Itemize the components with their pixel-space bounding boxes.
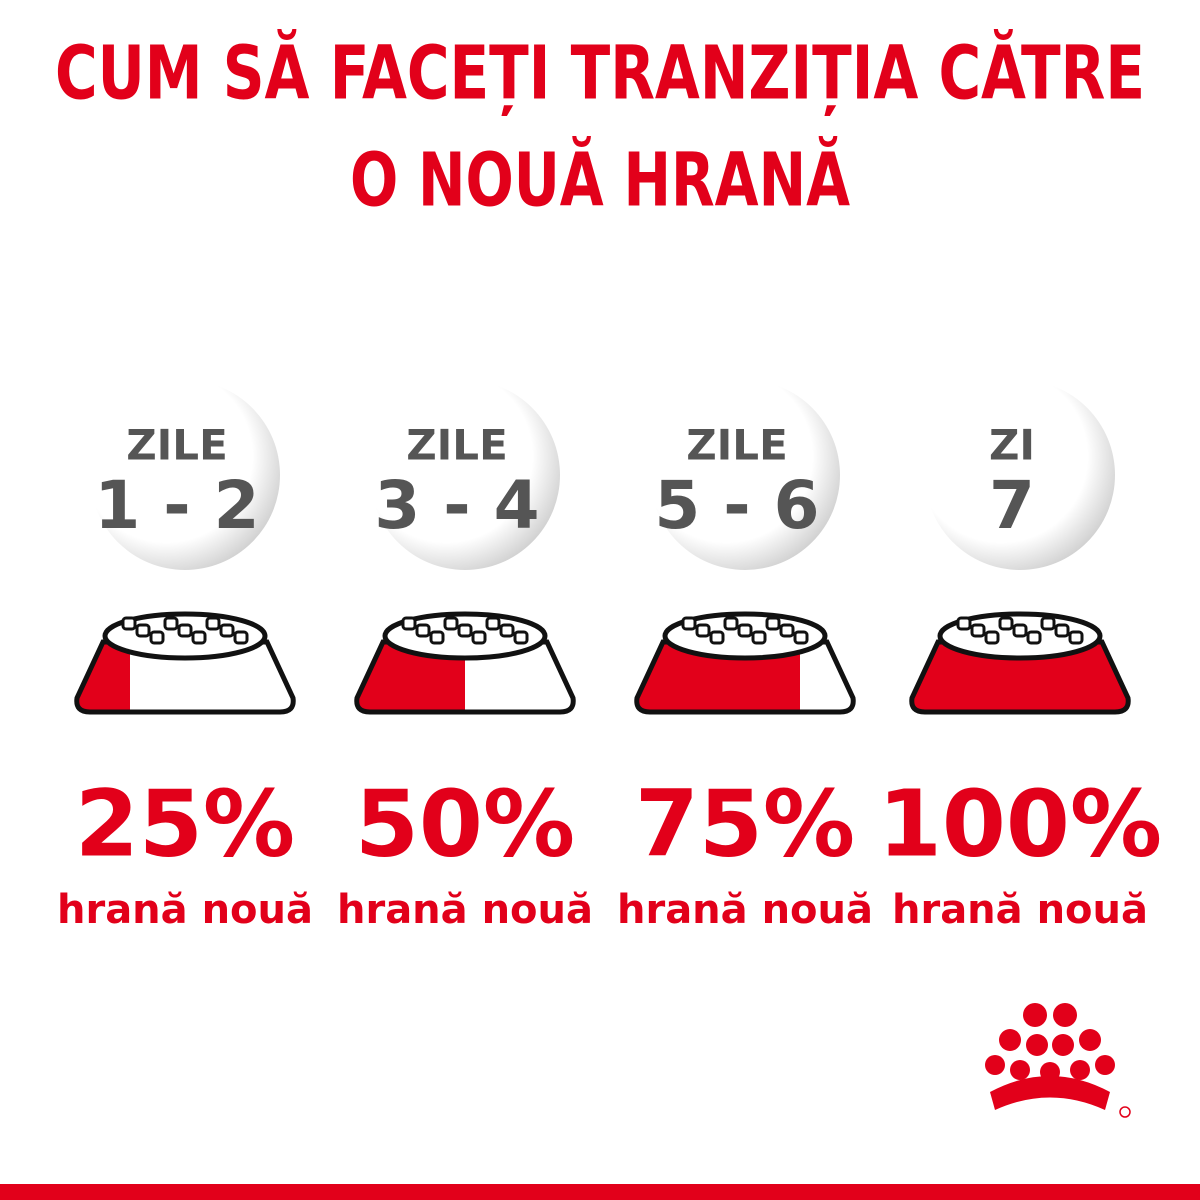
share-percent: 75%: [635, 770, 855, 877]
kibble: [149, 630, 165, 645]
period: 3 - 4: [374, 467, 539, 544]
share-percent: 50%: [355, 770, 575, 877]
kibble: [709, 630, 725, 645]
caption: hrană nouă: [337, 887, 593, 933]
kibble: [443, 616, 459, 631]
period: 5 - 6: [654, 467, 819, 544]
period: 1 - 2: [94, 467, 259, 544]
title-line: O NOUĂ HRANĂ: [350, 136, 850, 224]
kibble: [956, 616, 972, 631]
kibble: [1026, 630, 1042, 645]
kibble: [984, 630, 1000, 645]
period-label: ZI: [989, 421, 1035, 470]
kibble: [779, 623, 795, 638]
kibble: [163, 616, 179, 631]
kibble: [793, 630, 809, 645]
title-line: CUM SĂ FACEȚI TRANZIȚIA CĂTRE: [55, 29, 1145, 117]
kibble: [205, 616, 221, 631]
period-badge: [650, 380, 840, 570]
share-percent: 100%: [878, 770, 1162, 877]
kibble: [219, 623, 235, 638]
kibble: [1068, 630, 1084, 645]
kibble: [233, 630, 249, 645]
share-percent: 25%: [75, 770, 295, 877]
kibble: [970, 623, 986, 638]
kibble: [765, 616, 781, 631]
kibble: [499, 623, 515, 638]
period-label: ZILE: [406, 421, 508, 470]
kibble: [695, 623, 711, 638]
kibble: [415, 623, 431, 638]
kibble: [1040, 616, 1056, 631]
kibble: [1012, 623, 1028, 638]
period-label: ZILE: [126, 421, 228, 470]
kibble: [177, 623, 193, 638]
kibble: [751, 630, 767, 645]
period: 7: [989, 467, 1035, 544]
logo: [985, 1003, 1131, 1118]
kibble: [737, 623, 753, 638]
bowl: [76, 642, 294, 712]
kibble: [429, 630, 445, 645]
bowl-outline: [74, 639, 296, 715]
period-label: ZILE: [686, 421, 788, 470]
period-badge: [925, 380, 1115, 570]
kibble: [191, 630, 207, 645]
kibble: [723, 616, 739, 631]
bowl-outline: [634, 639, 856, 715]
bowl-outline: [354, 639, 576, 715]
kibble: [681, 616, 697, 631]
kibble: [135, 623, 151, 638]
kibble: [998, 616, 1014, 631]
kibble: [513, 630, 529, 645]
kibble: [485, 616, 501, 631]
period-badge: [90, 380, 280, 570]
bowl-outline: [909, 639, 1131, 715]
kibble: [121, 616, 137, 631]
caption: hrană nouă: [57, 887, 313, 933]
kibble: [1054, 623, 1070, 638]
period-badge: [370, 380, 560, 570]
kibble: [471, 630, 487, 645]
caption: hrană nouă: [892, 887, 1148, 933]
kibble: [457, 623, 473, 638]
caption: hrană nouă: [617, 887, 873, 933]
kibble: [401, 616, 417, 631]
bottom-bar: [0, 1184, 1200, 1200]
